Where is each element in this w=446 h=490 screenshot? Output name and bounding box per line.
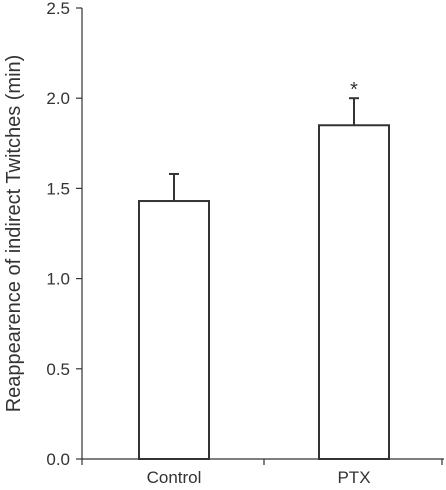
y-tick-label: 2.0: [46, 89, 70, 108]
y-axis: 0.0 0.5 1.0 1.5 2.0 2.5: [46, 0, 83, 469]
y-tick-label: 0.5: [46, 360, 70, 379]
x-axis: Control PTX: [81, 458, 444, 487]
significance-markers: *: [350, 79, 358, 101]
bars: [138, 124, 390, 460]
error-bar: [169, 172, 179, 202]
significance-asterisk: *: [350, 79, 358, 101]
y-axis-label: Reappearence of indirect Twitches (min): [3, 55, 25, 413]
bar-control: [138, 200, 210, 460]
error-bar: [349, 97, 359, 126]
y-tick-label: 2.5: [46, 0, 70, 18]
bar-ptx: [318, 124, 390, 460]
y-tick-label: 0.0: [46, 450, 70, 469]
error-bars: [169, 97, 359, 202]
x-tick-label: Control: [147, 468, 202, 487]
x-tick-label: PTX: [337, 468, 370, 487]
y-tick-label: 1.0: [46, 270, 70, 289]
y-tick-label: 1.5: [46, 179, 70, 198]
